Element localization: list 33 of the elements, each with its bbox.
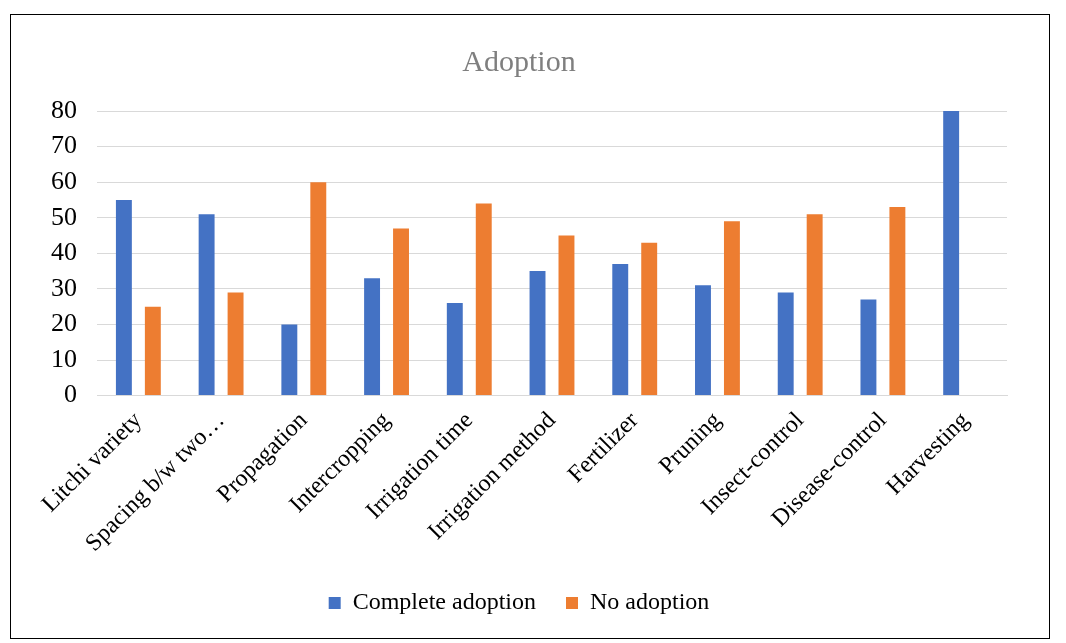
bar <box>777 292 794 396</box>
legend-label: Complete adoption <box>352 588 536 615</box>
y-tick-label: 20 <box>51 308 77 338</box>
bar <box>723 221 740 396</box>
bar <box>198 214 215 396</box>
bar <box>889 207 906 396</box>
y-tick-label: 40 <box>51 237 77 267</box>
bar <box>612 263 629 396</box>
y-tick-label: 60 <box>51 165 77 195</box>
bar <box>860 299 877 396</box>
y-tick-label: 30 <box>51 272 77 302</box>
bar <box>393 228 409 396</box>
bar <box>943 111 960 396</box>
bar <box>310 182 327 396</box>
bar <box>475 203 492 396</box>
bar <box>364 278 381 396</box>
bar <box>529 271 546 396</box>
y-tick-label: 70 <box>51 130 77 160</box>
bar <box>281 324 298 396</box>
bar <box>558 235 575 396</box>
legend-label: No adoption <box>589 588 710 615</box>
bar <box>641 242 658 396</box>
bar <box>695 285 711 396</box>
bar <box>144 306 161 396</box>
y-tick-label: 10 <box>51 343 77 373</box>
y-tick-label: 0 <box>64 379 77 409</box>
bar <box>446 303 463 396</box>
bar <box>115 199 132 396</box>
bar <box>227 292 244 396</box>
y-tick-label: 80 <box>51 94 77 124</box>
chart-title: Adoption <box>462 43 576 77</box>
y-tick-label: 50 <box>51 201 77 231</box>
bar <box>806 214 823 396</box>
